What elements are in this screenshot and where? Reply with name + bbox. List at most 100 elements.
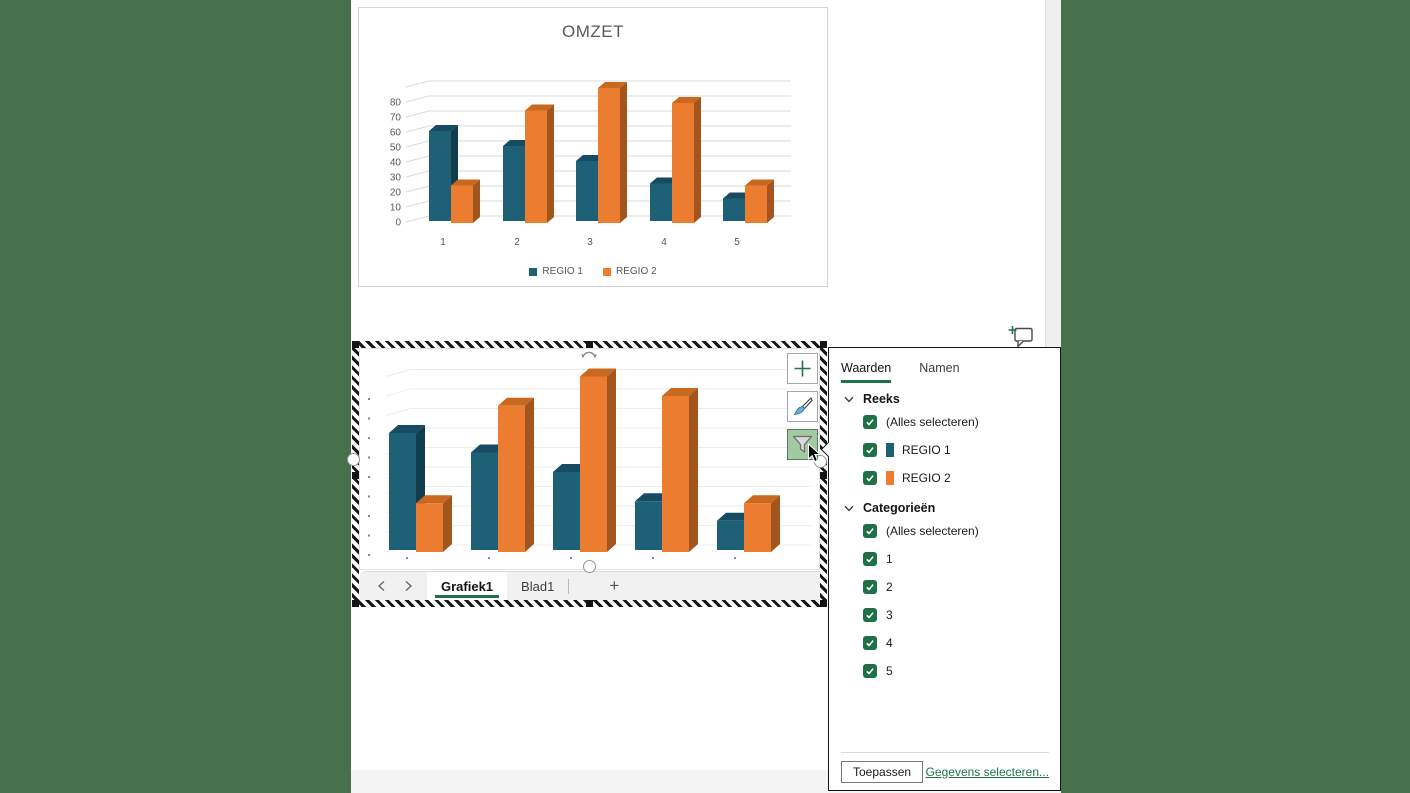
check-icon <box>866 640 874 647</box>
sheet-tab-blad1[interactable]: Blad1 <box>521 578 555 594</box>
collapse-chevron-icon[interactable] <box>844 396 854 403</box>
filter-section-title: Categorieën <box>863 501 936 515</box>
filter-item-label: 1 <box>886 552 893 566</box>
new-comment-icon[interactable] <box>1008 325 1034 348</box>
filter-item-row[interactable]: 1 <box>863 545 1060 573</box>
chart-filters-panel: Waarden Namen Reeks (Alles selecteren) REGI… <box>820 347 1061 791</box>
resize-handle-nw[interactable] <box>352 341 359 348</box>
filter-item-row[interactable]: REGIO 2 <box>863 464 1060 492</box>
filter-item-label: (Alles selecteren) <box>886 524 979 538</box>
filter-panel-tabs: Waarden Namen <box>841 361 1060 383</box>
filter-item-row[interactable]: 5 <box>863 657 1060 685</box>
filter-item-label: REGIO 1 <box>902 443 951 457</box>
filter-checkbox[interactable] <box>863 664 877 678</box>
funnel-icon <box>792 435 813 453</box>
chart-sheet: Grafiek1 Blad1 + <box>359 348 820 600</box>
sheet-nav <box>359 572 427 600</box>
svg-text:70: 70 <box>390 113 402 124</box>
filter-checkbox[interactable] <box>863 415 877 429</box>
filter-item-row[interactable]: (Alles selecteren) <box>863 517 1060 545</box>
sheet-next-icon[interactable] <box>404 580 413 592</box>
add-chart-element-button[interactable] <box>787 353 818 384</box>
check-icon <box>866 475 874 482</box>
brush-icon <box>793 397 813 415</box>
filter-checkbox[interactable] <box>863 443 877 457</box>
legend-label: REGIO 1 <box>542 266 583 277</box>
chart-sheet-selection[interactable]: Grafiek1 Blad1 + <box>347 341 827 607</box>
select-data-link[interactable]: Gegevens selecteren... <box>925 765 1049 779</box>
chart-object-omzet[interactable]: OMZET 0 10 20 30 40 50 60 70 80 1 2 3 4 5 REGIO 1 REGI… <box>358 7 828 287</box>
svg-text:80: 80 <box>390 98 402 109</box>
svg-text:60: 60 <box>390 128 402 139</box>
omzet-3d-bar-chart: 0 10 20 30 40 50 60 70 80 1 2 3 4 5 <box>390 80 791 248</box>
filter-panel-list: Reeks (Alles selecteren) REGIO 1 REGIO 2 Cat… <box>829 392 1060 685</box>
filter-item-label: (Alles selecteren) <box>886 415 979 429</box>
resize-handle-w[interactable] <box>352 472 359 479</box>
filter-checkbox[interactable] <box>863 552 877 566</box>
filter-item-label: 4 <box>886 636 893 650</box>
check-icon <box>866 528 874 535</box>
svg-text:3: 3 <box>587 237 593 248</box>
chart-filters-button[interactable] <box>787 429 818 460</box>
filter-checkbox[interactable] <box>863 524 877 538</box>
filter-item-label: 3 <box>886 608 893 622</box>
filter-item-label: 2 <box>886 580 893 594</box>
filter-checkbox[interactable] <box>863 471 877 485</box>
chart-styles-button[interactable] <box>787 391 818 422</box>
filter-item-row[interactable]: REGIO 1 <box>863 436 1060 464</box>
svg-text:0: 0 <box>395 218 401 229</box>
panel-tab-namen[interactable]: Namen <box>919 361 960 375</box>
filter-item-row[interactable]: 3 <box>863 601 1060 629</box>
chart-area-handle-left[interactable] <box>347 453 360 466</box>
apply-button[interactable]: Toepassen <box>841 761 924 783</box>
panel-tab-waarden[interactable]: Waarden <box>841 361 892 383</box>
check-icon <box>866 419 874 426</box>
tab-separator <box>568 578 570 594</box>
filter-item-label: REGIO 2 <box>902 471 951 485</box>
svg-text:40: 40 <box>390 158 402 169</box>
check-icon <box>866 447 874 454</box>
filter-item-row[interactable]: 4 <box>863 629 1060 657</box>
resize-handle-se[interactable] <box>820 600 827 607</box>
vertical-scrollbar[interactable] <box>1045 0 1061 347</box>
filter-item-label: 5 <box>886 664 893 678</box>
sheet-prev-icon[interactable] <box>377 580 386 592</box>
svg-text:30: 30 <box>390 173 402 184</box>
svg-text:50: 50 <box>390 143 402 154</box>
resize-handle-sw[interactable] <box>352 600 359 607</box>
new-sheet-button[interactable]: + <box>609 576 620 595</box>
rotate-handle-icon[interactable] <box>581 349 597 358</box>
legend-item: REGIO 1 <box>529 266 583 277</box>
check-icon <box>866 668 874 675</box>
svg-text:4: 4 <box>661 237 667 248</box>
sheet-tab-grafiek1[interactable]: Grafiek1 <box>427 572 508 600</box>
filter-checkbox[interactable] <box>863 580 877 594</box>
collapse-chevron-icon[interactable] <box>844 505 854 512</box>
svg-text:20: 20 <box>390 188 402 199</box>
svg-text:1: 1 <box>440 237 446 248</box>
chart-title: OMZET <box>562 22 624 41</box>
chart-area-handle-bottom[interactable] <box>583 560 596 573</box>
svg-text:2: 2 <box>514 237 520 248</box>
filter-checkbox[interactable] <box>863 608 877 622</box>
resize-handle-n[interactable] <box>586 341 593 348</box>
filter-section-header[interactable]: Reeks <box>844 392 1060 406</box>
legend-label: REGIO 2 <box>616 266 657 277</box>
filter-checkbox[interactable] <box>863 636 877 650</box>
check-icon <box>866 584 874 591</box>
plus-icon <box>794 360 811 377</box>
selected-chart-area[interactable] <box>359 348 820 570</box>
sheet-tabs: Grafiek1 Blad1 <box>427 572 570 600</box>
filter-section-header[interactable]: Categorieën <box>844 501 1060 515</box>
sheet-tab-strip: Grafiek1 Blad1 + <box>359 571 820 600</box>
filter-item-row[interactable]: (Alles selecteren) <box>863 408 1060 436</box>
legend-item: REGIO 2 <box>603 266 657 277</box>
sheet-3d-bar-chart <box>368 368 811 559</box>
filter-item-row[interactable]: 2 <box>863 573 1060 601</box>
legend-swatch <box>529 267 538 276</box>
resize-handle-ne[interactable] <box>820 341 827 348</box>
resize-handle-s[interactable] <box>586 600 593 607</box>
filter-panel-footer: Toepassen Gegevens selecteren... <box>841 752 1049 783</box>
resize-handle-e[interactable] <box>820 472 827 479</box>
